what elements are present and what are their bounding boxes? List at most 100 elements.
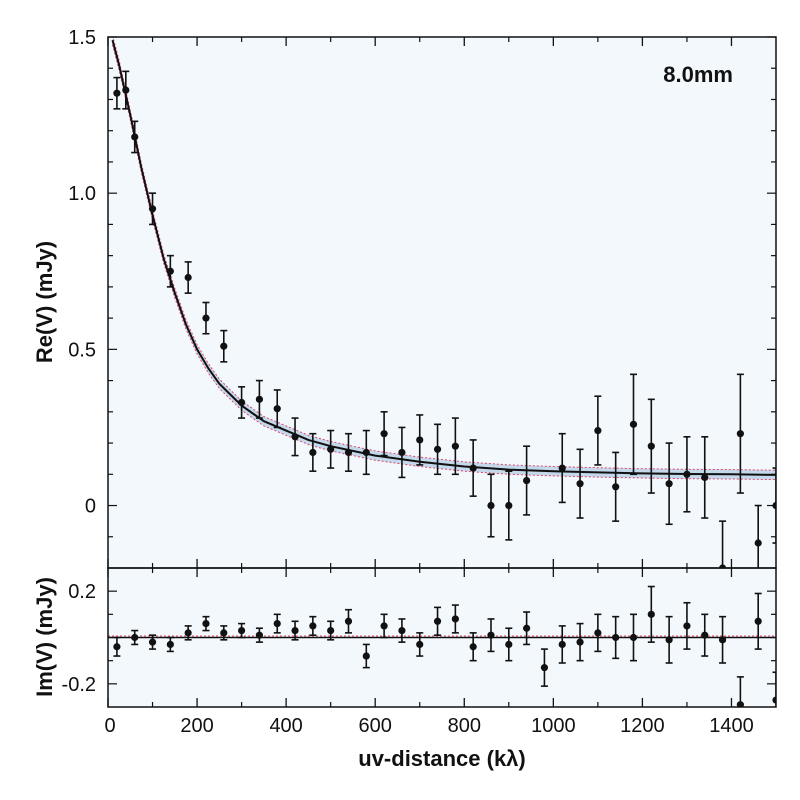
imaginary-y-tick-label: -0.2 (62, 674, 96, 696)
real-data-marker (523, 476, 531, 485)
real-data-point (148, 192, 157, 226)
imaginary-data-point (558, 625, 566, 664)
imaginary-data-marker (487, 631, 495, 639)
real-data-point (754, 504, 762, 568)
tick-labels: 0 0.5 1.0 1.5 -0.2 0.2 0 200 400 600 800 1000 1200 14… (62, 27, 754, 737)
real-data-marker (647, 442, 655, 450)
real-data-point (451, 417, 459, 476)
real-data-marker (166, 267, 174, 275)
model-lower-bound (112, 44, 776, 481)
real-data-marker (220, 342, 228, 350)
imaginary-data-marker (255, 631, 264, 639)
real-data-marker (487, 501, 495, 510)
imaginary-data-marker (202, 620, 210, 628)
real-data-marker (665, 480, 673, 488)
real-data-marker (718, 564, 727, 568)
imaginary-data-point (327, 620, 335, 641)
real-panel-background (108, 37, 776, 568)
imaginary-data-point (647, 585, 655, 643)
imaginary-data-point (398, 618, 406, 643)
imaginary-data-point (416, 632, 424, 657)
imaginary-data-point (380, 613, 388, 639)
real-data-marker (327, 445, 335, 453)
real-data-point (487, 473, 495, 538)
real-data-point (362, 429, 370, 476)
real-data-point (255, 379, 264, 419)
imaginary-data-point (220, 625, 228, 641)
real-data-point (184, 261, 192, 294)
imaginary-data-marker (647, 610, 655, 618)
x-tick-label: 800 (448, 715, 481, 737)
real-data-point (309, 432, 317, 472)
real-y-axis-title: Re(V) (mJy) (32, 241, 57, 363)
real-data-point (220, 329, 228, 363)
real-data-point (469, 439, 477, 497)
imaginary-data-marker (469, 643, 477, 651)
real-data-point (505, 470, 513, 541)
real-data-point (131, 120, 139, 154)
imaginary-data-marker (576, 638, 584, 646)
real-data-marker (273, 405, 281, 413)
real-data-marker (736, 430, 744, 438)
imaginary-data-point (148, 634, 157, 650)
wavelength-annotation: 8.0mm (663, 62, 733, 87)
real-data-point (612, 451, 620, 522)
real-data-point (344, 432, 353, 472)
imaginary-data-point (701, 613, 709, 657)
imaginary-data-marker (291, 626, 299, 635)
real-panel-plot-area (111, 37, 776, 568)
imaginary-data-marker (558, 640, 566, 649)
imaginary-data-marker (362, 652, 370, 660)
imaginary-data-point (487, 618, 495, 653)
imaginary-panel-plot-area (108, 585, 776, 707)
imaginary-data-marker (220, 629, 228, 637)
imaginary-data-point (291, 620, 299, 641)
real-data-point (327, 429, 335, 469)
real-data-marker (291, 433, 299, 441)
real-data-marker (469, 464, 477, 472)
imaginary-data-marker (665, 636, 673, 644)
imaginary-data-point (451, 604, 459, 634)
imaginary-y-axis-title: Im(V) (mJy) (32, 577, 57, 697)
real-data-marker (594, 426, 602, 435)
imaginary-data-point (433, 606, 442, 636)
real-data-point (647, 398, 655, 494)
imaginary-data-marker (523, 624, 531, 632)
real-data-point (594, 395, 602, 466)
imaginary-data-point (202, 615, 210, 632)
real-data-marker (255, 395, 264, 403)
imaginary-data-point (612, 615, 620, 660)
real-data-point (202, 301, 210, 335)
real-data-point (718, 520, 727, 568)
imaginary-data-marker (701, 631, 709, 639)
real-data-point (398, 426, 406, 479)
real-data-marker (754, 539, 762, 547)
imaginary-data-marker (344, 617, 353, 625)
imaginary-data-marker (184, 629, 192, 637)
imaginary-data-marker (594, 629, 602, 637)
real-data-marker (612, 483, 620, 491)
x-tick-label: 1200 (620, 715, 665, 737)
real-data-point (701, 436, 709, 519)
imaginary-data-point (772, 671, 776, 707)
real-y-tick-label: 1.5 (68, 27, 96, 49)
imaginary-data-point (255, 627, 264, 643)
real-data-point (736, 373, 744, 494)
real-data-marker (309, 448, 317, 457)
imaginary-data-point (594, 613, 602, 653)
imaginary-data-point (238, 622, 246, 639)
imaginary-data-marker (451, 615, 459, 623)
x-tick-label: 400 (269, 715, 302, 737)
imaginary-data-marker (736, 701, 744, 707)
imaginary-data-point (166, 636, 174, 653)
real-data-point (665, 442, 673, 526)
real-data-point (113, 76, 121, 110)
imaginary-data-marker (166, 640, 174, 649)
imaginary-data-point (362, 643, 370, 669)
imaginary-data-point (718, 615, 727, 664)
real-data-marker (701, 473, 709, 482)
imaginary-data-point (523, 611, 531, 646)
real-y-tick-label: 1.0 (68, 183, 96, 205)
real-data-point (629, 373, 638, 476)
imaginary-data-point (754, 592, 762, 650)
